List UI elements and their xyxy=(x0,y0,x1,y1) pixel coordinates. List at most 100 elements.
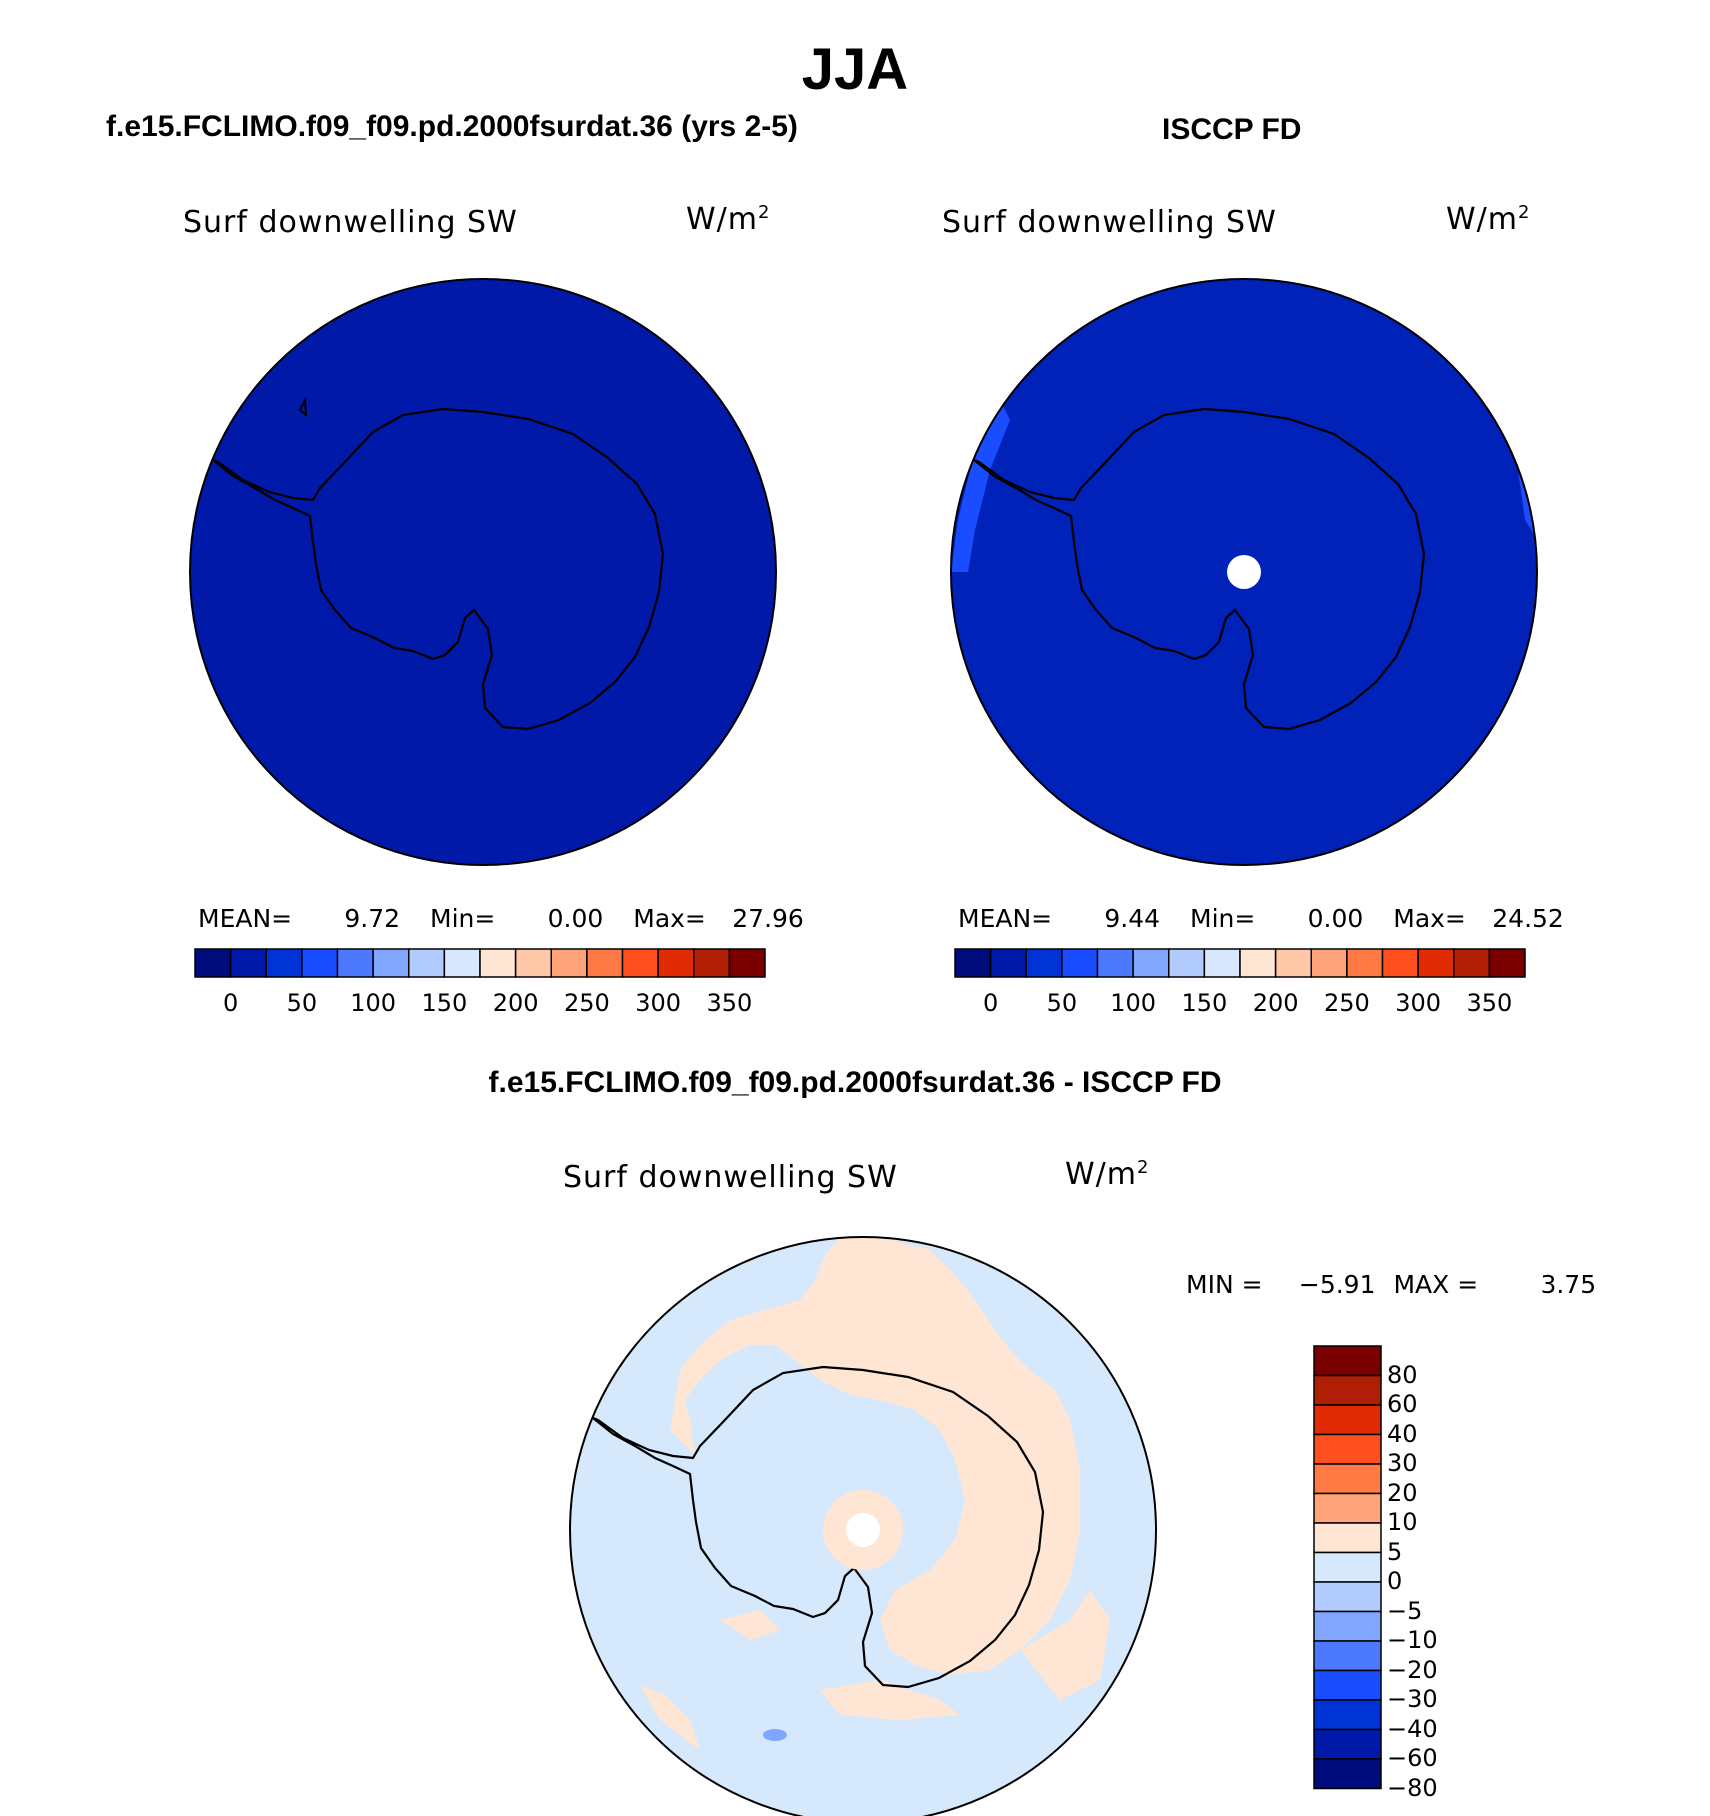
min-label: Min= xyxy=(1190,904,1256,933)
mean-value: 9.44 xyxy=(1104,904,1161,933)
colorbar-tick-label: −20 xyxy=(1387,1655,1438,1684)
colorbar-box xyxy=(1417,948,1455,978)
colorbar-box xyxy=(1381,948,1419,978)
colorbar-box xyxy=(1203,948,1241,978)
top-right-case-title: ISCCP FD xyxy=(1162,113,1302,146)
diff-positive-region-north xyxy=(670,1237,1080,1675)
colorbar-tick-label: 100 xyxy=(1110,989,1157,1017)
mean-value: 9.72 xyxy=(344,904,401,933)
colorbar-box xyxy=(1310,948,1348,978)
colorbar-tick-label: 300 xyxy=(635,989,682,1017)
bottom-case-title: f.e15.FCLIMO.f09_f09.pd.2000fsurdat.36 -… xyxy=(488,1066,1222,1099)
colorbar-box xyxy=(1313,1669,1382,1701)
colorbar-tick-label: 150 xyxy=(421,989,468,1017)
bottom-stats: MIN = −5.91 MAX = 3.75 xyxy=(1186,1270,1596,1299)
min-value: 0.00 xyxy=(1307,904,1364,933)
min-value: −5.91 xyxy=(1298,1270,1376,1299)
colorbar-tick-label: 0 xyxy=(1387,1567,1403,1595)
colorbar-tick-label: 200 xyxy=(1252,989,1299,1017)
colorbar-box xyxy=(336,948,374,978)
colorbar-box xyxy=(1313,1522,1382,1554)
colorbar-tick-label: 30 xyxy=(1387,1449,1418,1477)
colorbar-box xyxy=(443,948,481,978)
colorbar-box xyxy=(954,948,992,978)
min-label: MIN = xyxy=(1186,1270,1263,1299)
colorbar-tick-label: −30 xyxy=(1387,1685,1438,1713)
colorbar-box xyxy=(1346,948,1384,978)
max-label: Max= xyxy=(633,904,706,933)
colorbar-box xyxy=(1025,948,1063,978)
colorbar-box xyxy=(1313,1728,1382,1760)
colorbar-box xyxy=(1239,948,1277,978)
colorbar-tick-label: 40 xyxy=(1387,1419,1418,1448)
colorbar-box xyxy=(1313,1433,1382,1465)
colorbar-tick-label: 0 xyxy=(982,989,999,1017)
colorbar-box xyxy=(693,948,731,978)
colorbar-box xyxy=(1168,948,1206,978)
colorbar-tick-label: 350 xyxy=(1466,989,1513,1017)
colorbar-box xyxy=(194,948,232,978)
top-left-colorbar xyxy=(194,948,766,978)
min-value: 0.00 xyxy=(547,904,604,933)
top-right-stats: MEAN= 9.44 Min= 0.00 Max= 24.52 xyxy=(958,904,1564,933)
top-left-variable-label: Surf downwelling SW xyxy=(183,205,518,240)
colorbar-tick-label: 50 xyxy=(1046,989,1078,1017)
diff-positive-region-east xyxy=(1020,1590,1110,1700)
mean-label: MEAN= xyxy=(198,904,293,933)
diff-colorbar xyxy=(1313,1345,1382,1790)
colorbar-box xyxy=(408,948,446,978)
top-right-variable-label: Surf downwelling SW xyxy=(942,205,1277,240)
top-right-colorbar xyxy=(954,948,1526,978)
colorbar-box xyxy=(1132,948,1170,978)
colorbar-tick-label: −60 xyxy=(1387,1744,1438,1772)
map-border xyxy=(189,278,777,866)
colorbar-tick-label: 350 xyxy=(706,989,753,1017)
colorbar-box xyxy=(372,948,410,978)
max-label: Max= xyxy=(1393,904,1466,933)
max-label: MAX = xyxy=(1393,1270,1479,1299)
top-right-units: W/m2 xyxy=(1446,202,1531,237)
colorbar-box xyxy=(1313,1404,1382,1436)
colorbar-box xyxy=(586,948,624,978)
colorbar-box xyxy=(1274,948,1312,978)
colorbar-box xyxy=(989,948,1027,978)
colorbar-box xyxy=(550,948,588,978)
top-left-stats: MEAN= 9.72 Min= 0.00 Max= 27.96 xyxy=(198,904,804,933)
min-label: Min= xyxy=(430,904,496,933)
max-value: 27.96 xyxy=(732,904,804,933)
colorbar-tick-label: 300 xyxy=(1395,989,1442,1017)
colorbar-tick-label: 60 xyxy=(1387,1390,1418,1418)
colorbar-box xyxy=(728,948,766,978)
colorbar-tick-label: 10 xyxy=(1387,1508,1418,1536)
colorbar-box xyxy=(657,948,695,978)
colorbar-box xyxy=(1313,1699,1382,1731)
colorbar-box xyxy=(265,948,303,978)
map-border xyxy=(569,1236,1157,1816)
colorbar-tick-label: −10 xyxy=(1387,1626,1438,1654)
max-value: 3.75 xyxy=(1540,1270,1597,1299)
colorbar-tick-label: −80 xyxy=(1387,1773,1438,1802)
colorbar-tick-label: 50 xyxy=(286,989,318,1017)
mean-label: MEAN= xyxy=(958,904,1053,933)
obs-field-edge-west xyxy=(951,400,1010,572)
colorbar-box xyxy=(1313,1492,1382,1524)
colorbar-tick-label: −40 xyxy=(1387,1714,1438,1743)
colorbar-box xyxy=(1313,1581,1382,1613)
colorbar-box xyxy=(1313,1640,1382,1672)
colorbar-box xyxy=(1488,948,1526,978)
colorbar-box xyxy=(1096,948,1134,978)
diff-positive-region-west xyxy=(720,1610,780,1640)
bottom-diff-map xyxy=(569,1236,1157,1816)
colorbar-box xyxy=(621,948,659,978)
top-left-units: W/m2 xyxy=(686,202,771,237)
bottom-units: W/m2 xyxy=(1065,1157,1150,1192)
colorbar-box xyxy=(1453,948,1491,978)
colorbar-box xyxy=(1313,1345,1382,1377)
island-outline xyxy=(298,396,308,418)
bottom-variable-label: Surf downwelling SW xyxy=(563,1160,898,1195)
colorbar-tick-label: 0 xyxy=(222,989,239,1017)
colorbar-tick-label: 80 xyxy=(1387,1360,1418,1389)
colorbar-box xyxy=(514,948,552,978)
missing-data-pole xyxy=(846,1513,880,1547)
